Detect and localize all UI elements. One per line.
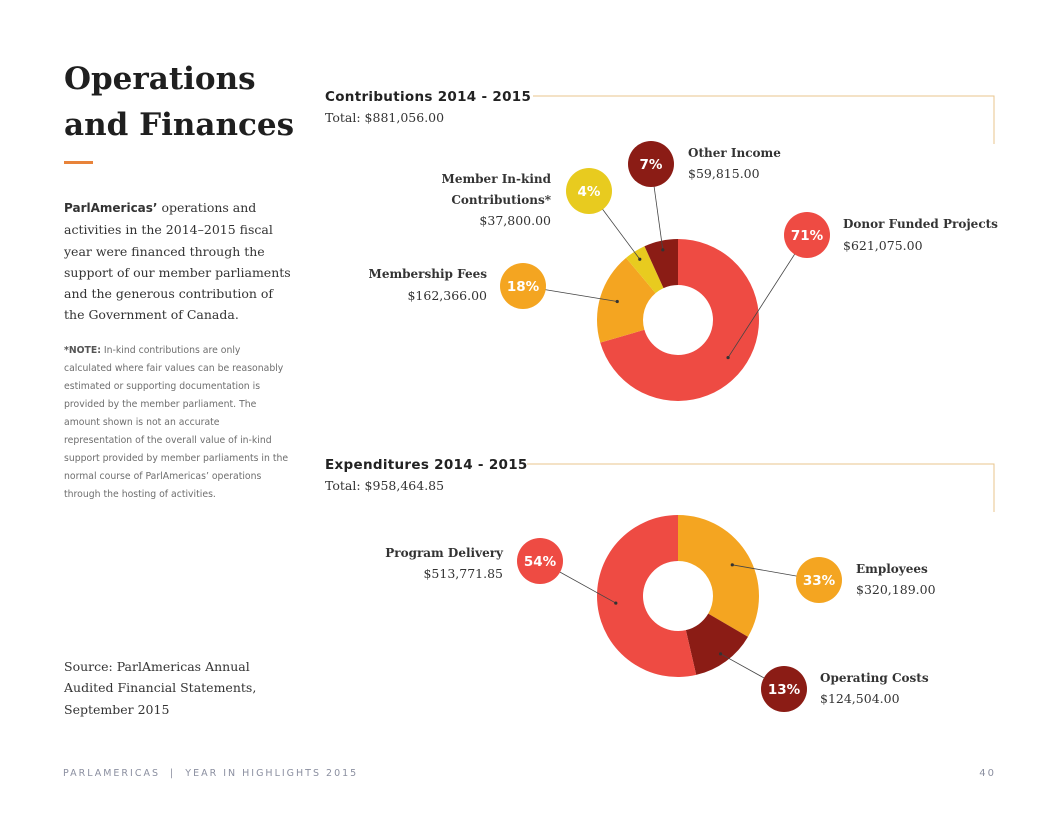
- contributions-slice-member-in-kind-contributions: [626, 246, 664, 294]
- expenditures-bubble-operating-costs: [761, 666, 807, 712]
- expenditures-label-program-delivery: Program Delivery: [385, 546, 504, 560]
- expenditures-percent-employees: 33%: [803, 573, 836, 589]
- contributions-amount-donor-funded-projects: $621,075.00: [843, 238, 923, 253]
- expenditures-chart-total: Total: $958,464.85: [325, 478, 444, 493]
- expenditures-slice-operating-costs: [685, 613, 748, 675]
- source-note: Source: ParlAmericas Annual Audited Fina…: [64, 659, 257, 717]
- contributions-bubble-other-income: [628, 141, 674, 187]
- intro-paragraph: ParlAmericas’ operations and activities …: [64, 197, 294, 326]
- contributions-bubble-donor-funded-projects: [784, 212, 830, 258]
- contributions-leader-dot-member-in-kind-contributions: [638, 257, 642, 261]
- expenditures-amount-operating-costs: $124,504.00: [820, 691, 900, 706]
- note-label: *NOTE:: [64, 345, 101, 356]
- contributions-percent-membership-fees: 18%: [507, 279, 540, 295]
- expenditures-header-rule: [527, 463, 995, 512]
- expenditures-label-operating-costs: Operating Costs: [820, 671, 929, 685]
- intro-text: operations and activities in the 2014–20…: [64, 200, 291, 323]
- expenditures-slice-program-delivery: [596, 515, 697, 677]
- page-title: Operations and Finances: [64, 56, 294, 148]
- expenditures-chart-title: Expenditures 2014 - 2015: [325, 457, 528, 473]
- contributions-percent-other-income: 7%: [640, 157, 663, 173]
- contributions-percent-member-in-kind-contributions: 4%: [578, 184, 601, 200]
- expenditures-percent-operating-costs: 13%: [768, 682, 801, 698]
- contributions-amount-member-in-kind-contributions: $37,800.00: [479, 213, 551, 228]
- expenditures-amount-program-delivery: $513,771.85: [423, 566, 503, 581]
- contributions-leader-dot-other-income: [661, 248, 665, 252]
- contributions-label-member-in-kind-contributions-line-2: Contributions*: [451, 193, 551, 207]
- expenditures-slice-employees: [678, 515, 760, 637]
- title-accent-rule: [64, 161, 93, 164]
- footer-publication: PARLAMERICAS | YEAR IN HIGHLIGHTS 2015: [63, 768, 359, 779]
- expenditures-leader-dot-employees: [730, 563, 734, 567]
- contributions-leader-dot-membership-fees: [615, 299, 619, 304]
- contributions-chart-title: Contributions 2014 - 2015: [325, 89, 531, 105]
- contributions-amount-other-income: $59,815.00: [688, 166, 760, 181]
- expenditures-bubble-employees: [796, 557, 842, 603]
- contributions-chart-total: Total: $881,056.00: [325, 110, 444, 125]
- contributions-leader-donor-funded-projects: [727, 234, 808, 358]
- contributions-label-membership-fees: Membership Fees: [369, 267, 488, 281]
- intro-org-name: ParlAmericas’: [64, 201, 158, 215]
- contributions-label-other-income: Other Income: [688, 146, 781, 160]
- contributions-slice-other-income: [644, 239, 678, 289]
- contributions-bubble-member-in-kind-contributions: [566, 168, 612, 214]
- expenditures-leader-dot-program-delivery: [614, 601, 618, 605]
- contributions-label-member-in-kind-contributions-line-1: Member In-kind: [442, 172, 552, 186]
- note-text: In-kind contributions are only calculate…: [64, 345, 289, 500]
- contributions-slice-donor-funded-projects: [600, 239, 760, 402]
- expenditures-percent-program-delivery: 54%: [524, 554, 557, 570]
- expenditures-leader-dot-operating-costs: [718, 652, 723, 656]
- note-paragraph: *NOTE: In-kind contributions are only ca…: [64, 342, 289, 504]
- contributions-header-rule: [533, 95, 995, 144]
- expenditures-amount-employees: $320,189.00: [856, 582, 936, 597]
- contributions-label-donor-funded-projects: Donor Funded Projects: [843, 217, 998, 231]
- expenditures-bubble-program-delivery: [517, 538, 563, 584]
- page-title-line-2: and Finances: [64, 107, 295, 143]
- expenditures-label-employees: Employees: [856, 562, 928, 576]
- contributions-bubble-membership-fees: [500, 263, 546, 309]
- contributions-amount-membership-fees: $162,366.00: [407, 288, 487, 303]
- contributions-leader-dot-donor-funded-projects: [726, 355, 730, 360]
- contributions-slice-membership-fees: [597, 257, 656, 343]
- page-title-line-1: Operations: [64, 61, 256, 97]
- contributions-percent-donor-funded-projects: 71%: [791, 228, 824, 244]
- page-number: 40: [979, 768, 996, 779]
